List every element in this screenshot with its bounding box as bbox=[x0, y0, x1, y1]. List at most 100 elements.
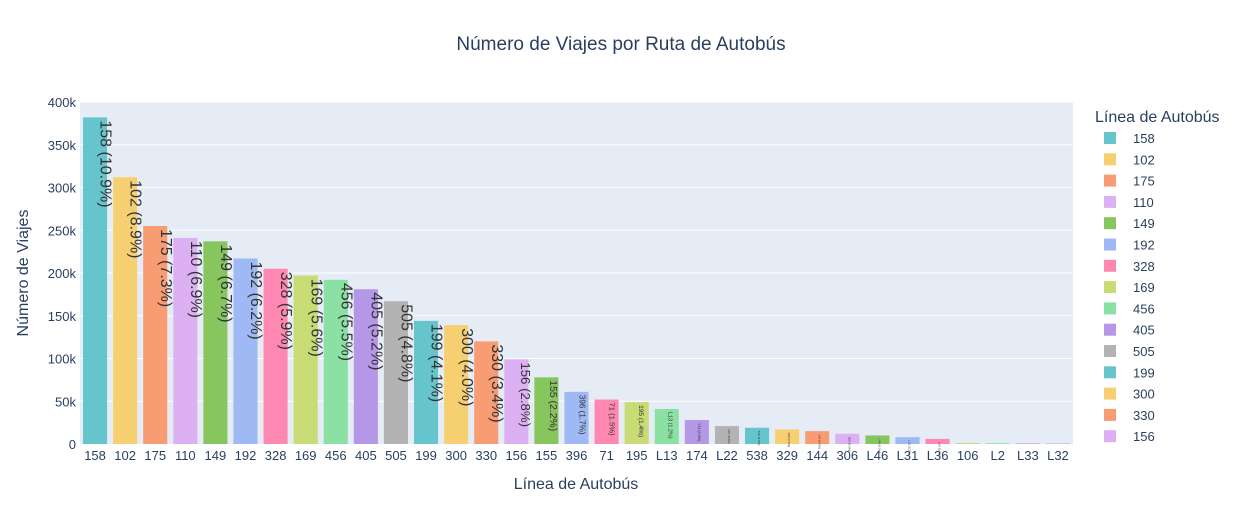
bar-195[interactable] bbox=[624, 402, 649, 444]
legend-swatch[interactable] bbox=[1104, 153, 1116, 166]
x-tick-label: L13 bbox=[656, 448, 678, 463]
legend-swatch[interactable] bbox=[1104, 345, 1116, 357]
y-axis-title: Número de Viajes bbox=[15, 210, 32, 337]
bar-456[interactable] bbox=[323, 279, 348, 444]
legend-item-label[interactable]: 158 bbox=[1133, 131, 1155, 146]
x-tick-label: 396 bbox=[566, 448, 588, 463]
bar-328[interactable] bbox=[263, 268, 288, 444]
bar-169[interactable] bbox=[293, 275, 318, 444]
legend-item-label[interactable]: 328 bbox=[1133, 259, 1155, 274]
legend-swatch[interactable] bbox=[1104, 408, 1116, 421]
legend-item-label[interactable]: 192 bbox=[1133, 238, 1155, 253]
bar-192[interactable] bbox=[233, 258, 258, 444]
bar-label: L22 (0.6%) bbox=[727, 429, 731, 444]
bar-label: 328 (5.9%) bbox=[277, 272, 294, 350]
bar-L32[interactable] bbox=[1045, 443, 1070, 444]
bar-L46[interactable] bbox=[865, 435, 890, 444]
bar-label: 175 (7.3%) bbox=[157, 229, 174, 307]
bar-329[interactable] bbox=[775, 429, 800, 444]
chart-title: Número de Viajes por Ruta de Autobús bbox=[456, 34, 785, 55]
legend-item-label[interactable]: 169 bbox=[1133, 280, 1155, 295]
legend-item-label[interactable]: 175 bbox=[1133, 174, 1155, 189]
bar-306[interactable] bbox=[835, 433, 860, 444]
bar-144[interactable] bbox=[805, 431, 830, 444]
bar-label: 195 (1.4%) bbox=[637, 405, 644, 437]
bar-L2[interactable] bbox=[985, 443, 1010, 444]
bar-label: 538 (0.5%) bbox=[757, 431, 761, 446]
y-axis-ticks: 0 50k 100k 150k 200k 250k 300k 350k 400k bbox=[48, 95, 77, 452]
x-tick-label: 174 bbox=[686, 448, 708, 463]
bar-label: 329 (0.5%) bbox=[787, 432, 791, 447]
x-tick-label: L33 bbox=[1017, 448, 1039, 463]
legend-item-label[interactable]: 199 bbox=[1133, 365, 1155, 380]
legend-item-label[interactable]: 405 bbox=[1133, 323, 1155, 338]
bars bbox=[83, 117, 1070, 445]
legend-swatch[interactable] bbox=[1104, 259, 1116, 272]
legend-swatch[interactable] bbox=[1104, 132, 1116, 144]
legend-swatch[interactable] bbox=[1104, 174, 1116, 187]
bar-label: 155 (2.2%) bbox=[547, 380, 558, 431]
x-tick-label: 156 bbox=[505, 448, 527, 463]
legend-item-label[interactable]: 330 bbox=[1133, 408, 1155, 423]
y-tick-label: 50k bbox=[55, 394, 76, 409]
bar-L31[interactable] bbox=[895, 437, 920, 444]
bar-174[interactable] bbox=[684, 420, 709, 444]
bar-label: L46 (0.3%) bbox=[877, 438, 881, 453]
legend-swatch[interactable] bbox=[1104, 323, 1116, 336]
y-tick-label: 400k bbox=[48, 95, 77, 110]
legend-swatch[interactable] bbox=[1104, 430, 1116, 443]
bar-L33[interactable] bbox=[1015, 443, 1040, 444]
legend-item-label[interactable]: 456 bbox=[1133, 301, 1155, 316]
bar-149[interactable] bbox=[203, 241, 228, 444]
bar-L22[interactable] bbox=[714, 426, 739, 444]
x-axis-title: Línea de Autobús bbox=[514, 476, 639, 493]
legend-swatch[interactable] bbox=[1104, 387, 1116, 400]
bar-106[interactable] bbox=[955, 442, 980, 444]
x-tick-label: 110 bbox=[175, 448, 196, 463]
bar-label: 192 (6.2%) bbox=[247, 261, 264, 339]
x-tick-label: 330 bbox=[475, 448, 497, 463]
legend-swatch[interactable] bbox=[1104, 238, 1116, 251]
x-tick-label: 328 bbox=[265, 448, 287, 463]
bar-300[interactable] bbox=[444, 325, 469, 444]
x-tick-label: L32 bbox=[1047, 448, 1069, 463]
bar-L36[interactable] bbox=[925, 438, 950, 444]
x-tick-label: 306 bbox=[836, 448, 858, 463]
legend-swatch[interactable] bbox=[1104, 195, 1116, 208]
bar-199[interactable] bbox=[414, 320, 439, 444]
bar-71[interactable] bbox=[594, 399, 619, 444]
bar-175[interactable] bbox=[143, 225, 168, 444]
bar-label: L13 (1.2%) bbox=[667, 412, 673, 439]
legend-swatch[interactable] bbox=[1104, 302, 1116, 315]
legend-item-label[interactable]: 110 bbox=[1133, 195, 1154, 210]
legend-item-label[interactable]: 156 bbox=[1133, 429, 1155, 444]
bar-label: 300 (4.0%) bbox=[458, 328, 475, 406]
legend-swatch[interactable] bbox=[1104, 366, 1116, 379]
bar-label: 396 (1.7%) bbox=[577, 395, 586, 435]
bar-155[interactable] bbox=[534, 377, 559, 444]
legend-item-label[interactable]: 505 bbox=[1133, 344, 1155, 359]
legend-item-label[interactable]: 300 bbox=[1133, 387, 1155, 402]
x-tick-label: 106 bbox=[957, 448, 979, 463]
x-tick-label: 149 bbox=[205, 448, 227, 463]
bar-396[interactable] bbox=[564, 391, 589, 444]
bar-156[interactable] bbox=[504, 359, 529, 444]
legend-item-label[interactable]: 149 bbox=[1133, 216, 1155, 231]
legend-swatch[interactable] bbox=[1104, 217, 1116, 230]
bar-102[interactable] bbox=[113, 177, 138, 445]
bar-label: 158 (10.9%) bbox=[97, 120, 114, 207]
bar-405[interactable] bbox=[353, 289, 378, 444]
x-tick-label: L36 bbox=[927, 448, 949, 463]
bar-330[interactable] bbox=[474, 341, 499, 444]
legend-item-label[interactable]: 102 bbox=[1133, 152, 1155, 167]
legend-swatch[interactable] bbox=[1104, 281, 1116, 294]
bar-110[interactable] bbox=[173, 237, 198, 444]
bar-538[interactable] bbox=[745, 427, 770, 444]
bar-158[interactable] bbox=[83, 117, 108, 444]
legend[interactable]: 158 102 175 110 149 192 328 169 456 405 505 199 300 3… bbox=[1104, 131, 1155, 444]
bar-labels: 158 (10.9%) 102 (8.9%) 175 (7.3%) 110 (6.9%… bbox=[97, 120, 942, 456]
bar-505[interactable] bbox=[383, 301, 408, 444]
bar-L13[interactable] bbox=[654, 408, 679, 444]
x-tick-label: 329 bbox=[776, 448, 798, 463]
